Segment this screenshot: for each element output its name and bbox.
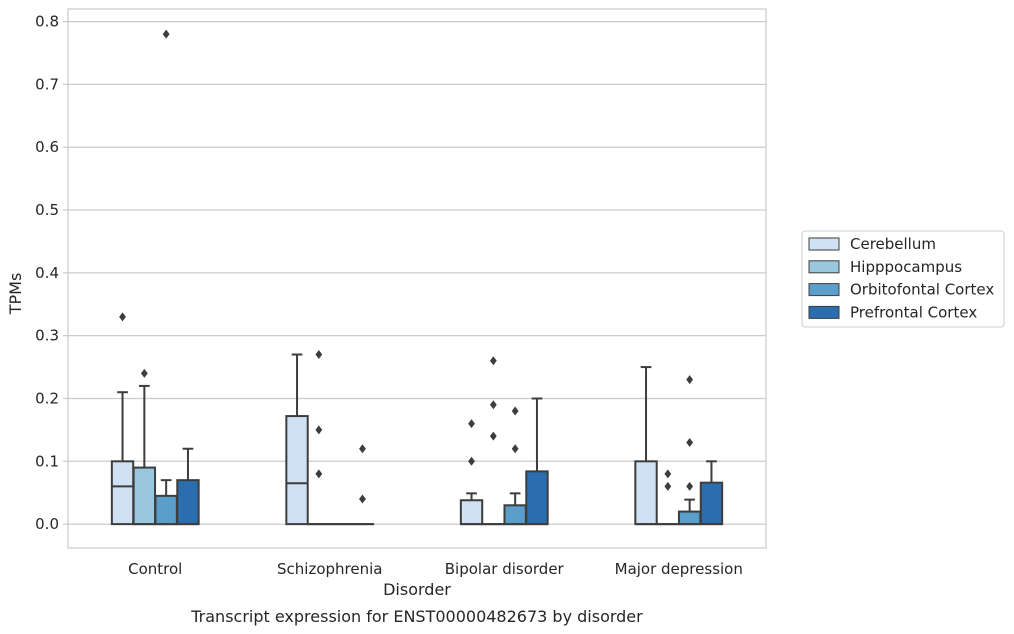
box-body bbox=[154, 494, 178, 526]
box-body bbox=[132, 466, 157, 526]
box-body bbox=[110, 460, 135, 526]
outlier-point bbox=[489, 431, 497, 441]
y-tick-label: 0.6 bbox=[35, 138, 59, 156]
box-orbitofontal-cortex bbox=[677, 375, 702, 526]
box-hipppocampus bbox=[307, 350, 331, 526]
outlier-point bbox=[140, 368, 148, 378]
outlier-point bbox=[468, 419, 475, 429]
outlier-point bbox=[489, 400, 497, 410]
x-axis-ticks: Control Schizophrenia Bipolar disorder Majo… bbox=[128, 560, 743, 578]
x-tick-label: Control bbox=[128, 560, 182, 578]
x-tick-label: Bipolar disorder bbox=[445, 560, 565, 578]
outlier-point bbox=[162, 29, 170, 39]
gridlines bbox=[68, 20, 766, 525]
box-body bbox=[176, 479, 200, 526]
outlier-point bbox=[359, 444, 366, 454]
box-cerebellum bbox=[459, 419, 484, 526]
y-tick-label: 0.5 bbox=[35, 201, 59, 219]
box-hipppocampus bbox=[481, 356, 506, 526]
box-prefrontal-cortex bbox=[699, 460, 724, 526]
outlier-point bbox=[489, 356, 497, 366]
outlier-point bbox=[119, 312, 126, 322]
y-tick-label: 0.2 bbox=[35, 389, 59, 407]
y-tick-label: 0.1 bbox=[35, 452, 59, 470]
y-tick-label: 0.0 bbox=[35, 515, 59, 533]
outlier-point bbox=[511, 444, 519, 454]
outlier-point bbox=[686, 437, 694, 447]
legend-label: Orbitofontal Cortex bbox=[850, 281, 994, 299]
box-plot-marks bbox=[110, 29, 724, 526]
outlier-point bbox=[664, 481, 672, 491]
box-body bbox=[459, 499, 484, 526]
outlier-point bbox=[468, 456, 475, 466]
x-tick-label: Schizophrenia bbox=[277, 560, 382, 578]
box-body bbox=[634, 460, 658, 526]
box-hipppocampus bbox=[656, 469, 680, 526]
legend-swatch bbox=[808, 283, 840, 297]
box-prefrontal-cortex bbox=[176, 447, 200, 526]
plot-area-frame bbox=[67, 8, 767, 549]
outlier-point bbox=[686, 375, 694, 385]
y-axis-ticks: 0.0 0.1 0.2 0.3 0.4 0.5 0.6 0.7 0.8 bbox=[35, 13, 68, 533]
outlier-point bbox=[315, 350, 323, 360]
box-prefrontal-cortex bbox=[350, 444, 375, 526]
box-cerebellum bbox=[634, 366, 658, 526]
y-tick-label: 0.3 bbox=[35, 327, 59, 345]
outlier-point bbox=[315, 469, 323, 479]
chart-caption: Transcript expression for ENST0000048267… bbox=[190, 607, 643, 626]
y-tick-label: 0.4 bbox=[35, 264, 59, 282]
y-axis-title: TPMs bbox=[6, 273, 25, 316]
outlier-point bbox=[359, 494, 366, 504]
legend-swatch bbox=[808, 260, 840, 274]
box-orbitofontal-cortex bbox=[154, 29, 178, 526]
legend-label: Hipppocampus bbox=[850, 258, 962, 276]
outlier-point bbox=[315, 425, 323, 435]
box-hipppocampus bbox=[132, 368, 157, 526]
x-axis-title: Disorder bbox=[383, 580, 451, 599]
legend-swatch bbox=[808, 305, 840, 319]
y-tick-label: 0.8 bbox=[35, 13, 59, 31]
box-body bbox=[677, 510, 702, 526]
outlier-point bbox=[511, 406, 519, 416]
box-cerebellum bbox=[110, 312, 135, 526]
legend-label: Prefrontal Cortex bbox=[850, 303, 977, 321]
box-cerebellum bbox=[285, 353, 309, 526]
box-body bbox=[285, 415, 309, 526]
outlier-point bbox=[664, 469, 672, 479]
legend-label: Cerebellum bbox=[850, 235, 936, 253]
box-prefrontal-cortex bbox=[525, 397, 549, 526]
y-tick-label: 0.7 bbox=[35, 75, 59, 93]
legend-frame bbox=[801, 230, 1005, 328]
box-body bbox=[699, 481, 724, 526]
outlier-point bbox=[686, 481, 694, 491]
legend: Cerebellum Hipppocampus Orbitofontal Corte… bbox=[801, 230, 1005, 328]
box-body bbox=[525, 470, 549, 526]
x-tick-label: Major depression bbox=[615, 560, 743, 578]
box-body bbox=[503, 504, 527, 526]
legend-swatch bbox=[808, 237, 840, 251]
box-orbitofontal-cortex bbox=[503, 406, 527, 526]
